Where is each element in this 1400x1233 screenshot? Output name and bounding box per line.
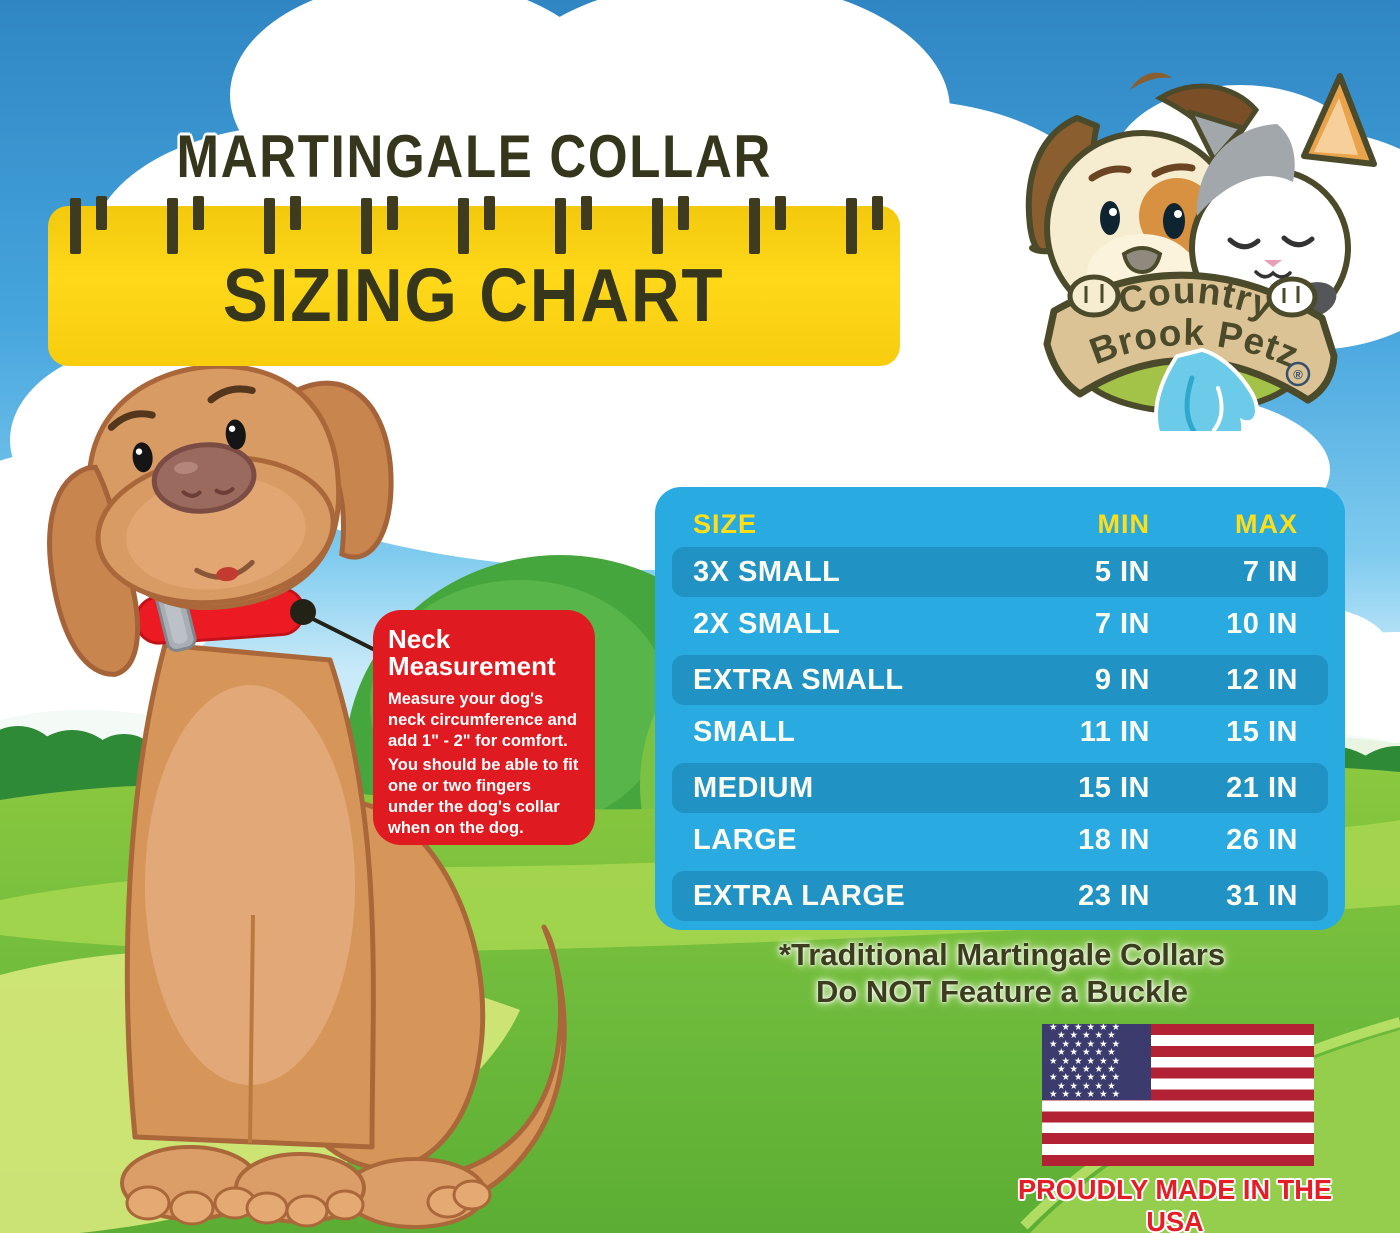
cell-min: 23 IN <box>1078 879 1150 912</box>
made-in-usa-label: PROUDLY MADE IN THE USA <box>1018 1174 1332 1233</box>
col-header-min: MIN <box>1097 508 1150 539</box>
callout-body-2: You should be able to fit one or two fin… <box>388 756 579 838</box>
logo-banner <box>1043 271 1338 404</box>
registered-trademark: ® <box>1285 361 1311 387</box>
title-line1: MARTINGALE COLLAR <box>176 123 772 190</box>
dog-nose <box>151 442 257 514</box>
table-row: EXTRA SMALL 9 IN 12 IN <box>672 655 1328 705</box>
dog-chest <box>145 685 355 1085</box>
dog-eyebrow-left <box>107 410 156 431</box>
title-line2: SIZING CHART <box>223 253 725 337</box>
cell-max: 31 IN <box>1226 879 1298 912</box>
logo-water-splash <box>1154 348 1259 431</box>
ruler-ticks <box>48 196 900 266</box>
us-flag: ★★★★★★ ★★★★★ ★★★★★★ ★★★★★ ★★★★★★ ★★★★★ ★★★★★★ ★… <box>1042 1024 1314 1166</box>
cell-min: 9 IN <box>1094 663 1150 696</box>
dog-nostrils <box>181 487 235 498</box>
table-row: 3X SMALL 5 IN 7 IN <box>672 547 1328 597</box>
cell-size: EXTRA LARGE <box>693 879 906 912</box>
logo-dog-nose <box>1121 246 1163 275</box>
cell-size: 3X SMALL <box>693 555 841 588</box>
cell-size: SMALL <box>693 715 796 748</box>
neck-measurement-callout: Neck Measurement Measure your dog's neck… <box>373 610 595 845</box>
cartoon-dog <box>47 363 567 1229</box>
footnote-line1: *Traditional Martingale Collars <box>778 937 1226 972</box>
cell-min: 7 IN <box>1094 607 1150 640</box>
svg-text:®: ® <box>1293 367 1303 382</box>
dog-tongue <box>216 567 239 582</box>
callout-heading: Neck Measurement <box>388 624 556 682</box>
ruler-banner: SIZING CHART <box>48 196 900 366</box>
sizing-table: SIZE MIN MAX 3X SMALL 5 IN 7 IN 2X SMALL… <box>655 487 1345 930</box>
logo-cat-eyes <box>1227 235 1315 250</box>
country-brook-petz-logo: Country Brook Petz ® <box>1025 72 1377 431</box>
flag-canton: ★★★★★★ ★★★★★ ★★★★★★ ★★★★★ ★★★★★★ ★★★★★ ★★★★★★ ★… <box>1042 1024 1151 1101</box>
logo-dog-paw <box>1067 274 1121 318</box>
dog-head <box>47 363 394 677</box>
cell-min: 15 IN <box>1078 771 1150 804</box>
table-row: 2X SMALL 7 IN 10 IN <box>655 597 1345 651</box>
page-title: MARTINGALE COLLAR <box>48 122 900 191</box>
cell-size: MEDIUM <box>693 771 814 804</box>
footnote-line2: Do NOT Feature a Buckle <box>815 974 1189 1010</box>
dog-hind-paw <box>343 1157 492 1229</box>
cell-max: 12 IN <box>1226 663 1298 696</box>
col-header-max: MAX <box>1235 508 1298 539</box>
cell-size: EXTRA SMALL <box>693 663 904 696</box>
cell-size: LARGE <box>693 823 797 856</box>
dog-eyebrow-right <box>207 385 256 404</box>
table-row: MEDIUM 15 IN 21 IN <box>672 763 1328 813</box>
col-header-size: SIZE <box>693 508 758 539</box>
cell-max: 10 IN <box>1226 607 1298 640</box>
cell-min: 18 IN <box>1078 823 1150 856</box>
cell-max: 15 IN <box>1226 715 1298 748</box>
dog-tail <box>423 924 567 1210</box>
cell-size: 2X SMALL <box>693 607 841 640</box>
cell-max: 7 IN <box>1242 555 1298 588</box>
cell-min: 11 IN <box>1079 715 1150 748</box>
cell-max: 26 IN <box>1226 823 1298 856</box>
cell-min: 5 IN <box>1094 555 1150 588</box>
callout-body-1: Measure your dog's neck circumference an… <box>388 689 577 750</box>
dog-leg-divide <box>248 914 255 1144</box>
dog-front-paws <box>120 1145 366 1228</box>
logo-cat-paw <box>1266 276 1318 318</box>
table-row: SMALL 11 IN 15 IN <box>655 705 1345 759</box>
table-row: EXTRA LARGE 23 IN 31 IN <box>672 871 1328 921</box>
table-row: LARGE 18 IN 26 IN <box>655 813 1345 867</box>
cell-max: 21 IN <box>1226 771 1298 804</box>
buckle-footnote: *Traditional Martingale Collars Do NOT F… <box>655 936 1349 1010</box>
table-header-row: SIZE MIN MAX <box>655 501 1345 547</box>
